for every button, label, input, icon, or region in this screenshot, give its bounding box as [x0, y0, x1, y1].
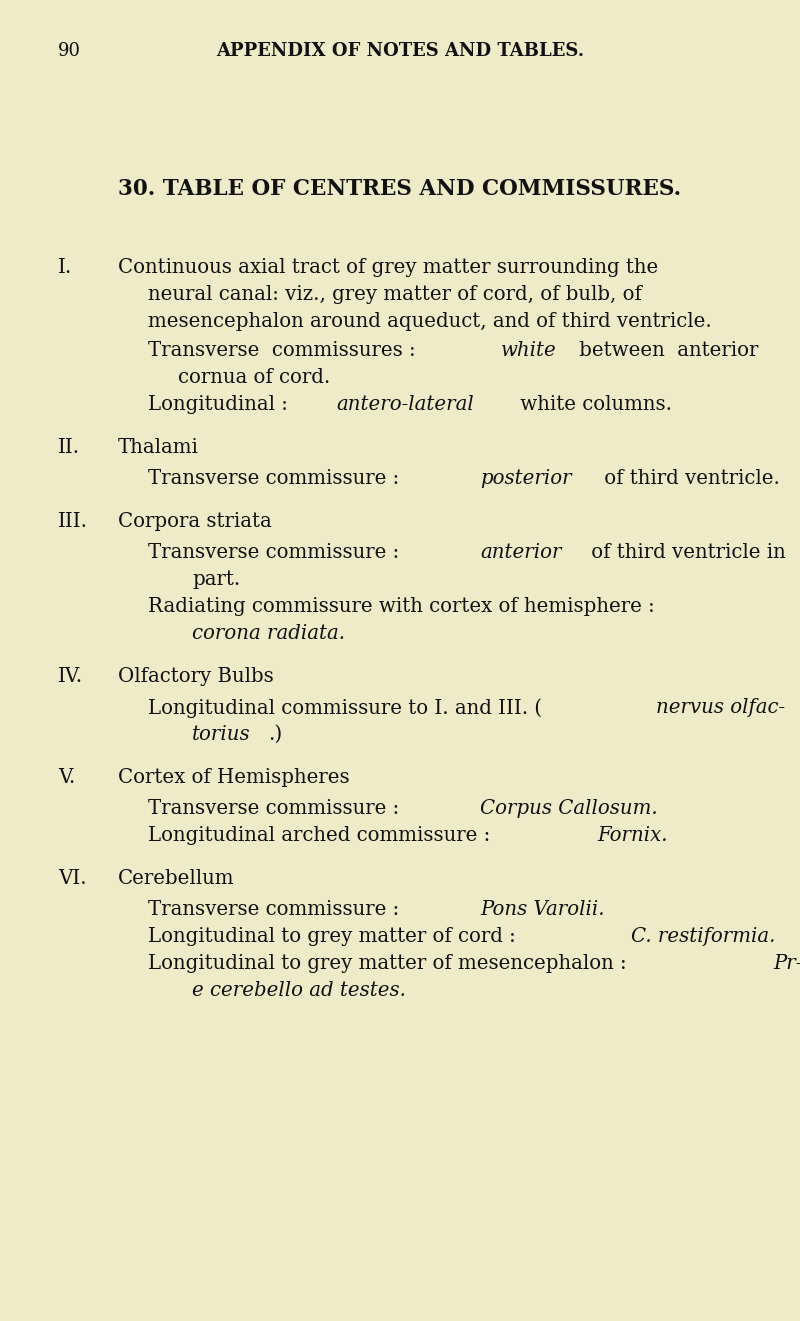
Text: of third ventricle.: of third ventricle.	[598, 469, 780, 487]
Text: antero-lateral: antero-lateral	[337, 395, 474, 413]
Text: Cerebellum: Cerebellum	[118, 869, 234, 888]
Text: Fornix.: Fornix.	[598, 826, 668, 845]
Text: V.: V.	[58, 768, 75, 787]
Text: .): .)	[268, 725, 282, 744]
Text: e cerebello ad testes.: e cerebello ad testes.	[192, 982, 406, 1000]
Text: between  anterior: between anterior	[574, 341, 758, 361]
Text: anterior: anterior	[480, 543, 562, 561]
Text: Transverse commissure :: Transverse commissure :	[148, 469, 406, 487]
Text: APPENDIX OF NOTES AND TABLES.: APPENDIX OF NOTES AND TABLES.	[216, 42, 584, 59]
Text: cornua of cord.: cornua of cord.	[178, 369, 330, 387]
Text: II.: II.	[58, 439, 80, 457]
Text: nervus olfac-: nervus olfac-	[656, 697, 786, 717]
Text: IV.: IV.	[58, 667, 83, 686]
Text: torius: torius	[192, 725, 250, 744]
Text: III.: III.	[58, 513, 88, 531]
Text: Corpus Callosum.: Corpus Callosum.	[480, 799, 658, 818]
Text: white columns.: white columns.	[514, 395, 672, 413]
Text: Longitudinal to grey matter of cord :: Longitudinal to grey matter of cord :	[148, 927, 522, 946]
Text: Thalami: Thalami	[118, 439, 199, 457]
Text: Continuous axial tract of grey matter surrounding the: Continuous axial tract of grey matter su…	[118, 258, 658, 277]
Text: white: white	[502, 341, 557, 361]
Text: Transverse commissure :: Transverse commissure :	[148, 543, 406, 561]
Text: Transverse commissure :: Transverse commissure :	[148, 900, 406, 919]
Text: part.: part.	[192, 569, 240, 589]
Text: 90: 90	[58, 42, 81, 59]
Text: Pr-: Pr-	[774, 954, 800, 974]
Text: Transverse  commissures :: Transverse commissures :	[148, 341, 422, 361]
Text: mesencephalon around aqueduct, and of third ventricle.: mesencephalon around aqueduct, and of th…	[148, 312, 712, 332]
Text: posterior: posterior	[480, 469, 572, 487]
Text: Cortex of Hemispheres: Cortex of Hemispheres	[118, 768, 350, 787]
Text: Olfactory Bulbs: Olfactory Bulbs	[118, 667, 274, 686]
Text: I.: I.	[58, 258, 72, 277]
Text: Longitudinal commissure to I. and III. (: Longitudinal commissure to I. and III. (	[148, 697, 542, 717]
Text: 30. TABLE OF CENTRES AND COMMISSURES.: 30. TABLE OF CENTRES AND COMMISSURES.	[118, 178, 682, 199]
Text: Pons Varolii.: Pons Varolii.	[480, 900, 605, 919]
Text: Transverse commissure :: Transverse commissure :	[148, 799, 406, 818]
Text: Longitudinal to grey matter of mesencephalon :: Longitudinal to grey matter of mesenceph…	[148, 954, 633, 974]
Text: C. restiformia.: C. restiformia.	[630, 927, 775, 946]
Text: of third ventricle in: of third ventricle in	[586, 543, 786, 561]
Text: neural canal: viz., grey matter of cord, of bulb, of: neural canal: viz., grey matter of cord,…	[148, 285, 642, 304]
Text: Longitudinal :: Longitudinal :	[148, 395, 294, 413]
Text: Longitudinal arched commissure :: Longitudinal arched commissure :	[148, 826, 497, 845]
Text: Radiating commissure with cortex of hemisphere :: Radiating commissure with cortex of hemi…	[148, 597, 654, 616]
Text: VI.: VI.	[58, 869, 86, 888]
Text: corona radiata.: corona radiata.	[192, 624, 345, 643]
Text: Corpora striata: Corpora striata	[118, 513, 272, 531]
